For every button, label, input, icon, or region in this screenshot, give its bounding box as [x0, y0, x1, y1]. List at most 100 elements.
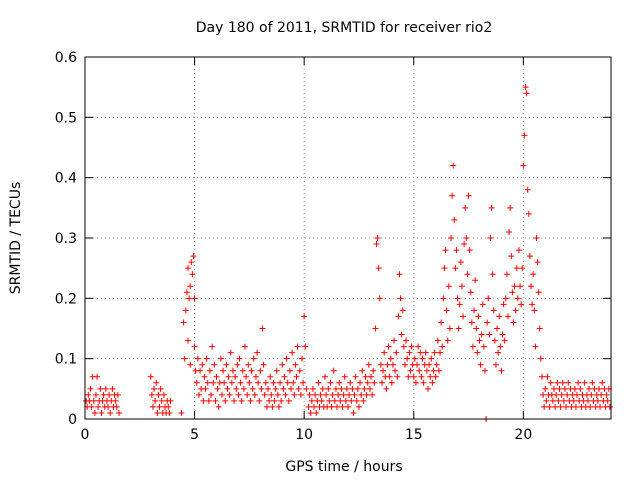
data-point-plus	[245, 361, 252, 368]
x-tick-label: 0	[81, 427, 90, 443]
data-point-plus	[262, 379, 269, 386]
data-point-plus	[460, 313, 467, 320]
data-point-plus	[417, 349, 424, 356]
y-tick-label: 0.5	[55, 110, 77, 126]
data-point-plus	[405, 373, 412, 380]
data-point-plus	[440, 295, 447, 302]
data-point-plus	[148, 391, 155, 398]
data-point-plus	[518, 301, 525, 308]
data-point-plus	[94, 373, 101, 380]
data-point-plus	[208, 391, 215, 398]
data-point-plus	[258, 385, 265, 392]
data-point-plus	[233, 385, 240, 392]
data-point-plus	[255, 379, 262, 386]
data-point-plus	[366, 385, 373, 392]
data-point-plus	[540, 391, 547, 398]
data-point-plus	[254, 349, 261, 356]
data-point-plus	[555, 397, 562, 404]
data-point-plus	[517, 283, 524, 290]
data-point-plus	[398, 331, 405, 338]
data-point-plus	[235, 391, 242, 398]
data-point-plus	[438, 319, 445, 326]
data-point-plus	[416, 367, 423, 374]
data-point-plus	[370, 367, 377, 374]
data-point-plus	[210, 379, 217, 386]
data-point-plus	[339, 403, 346, 410]
data-point-plus	[302, 343, 309, 350]
data-point-plus	[91, 409, 98, 416]
data-point-plus	[285, 397, 292, 404]
data-point-plus	[234, 361, 241, 368]
data-point-plus	[407, 367, 414, 374]
plot-frame	[84, 56, 612, 420]
data-point-plus	[165, 403, 172, 410]
data-point-plus	[155, 391, 162, 398]
data-point-plus	[371, 379, 378, 386]
data-point-plus	[187, 361, 194, 368]
x-tick-label: 15	[405, 427, 423, 443]
data-point-plus	[441, 265, 448, 272]
data-point-plus	[538, 373, 545, 380]
data-point-plus	[209, 343, 216, 350]
data-point-plus	[361, 385, 368, 392]
y-tick-label: 0.3	[55, 231, 77, 247]
data-point-plus	[214, 385, 221, 392]
data-point-plus	[514, 295, 521, 302]
data-point-plus	[588, 391, 595, 398]
data-point-plus	[204, 379, 211, 386]
y-axis-ticks: 0 0.1 0.2 0.3 0.4 0.5 0.6	[55, 50, 611, 428]
data-point-plus	[575, 379, 582, 386]
data-point-plus	[561, 385, 568, 392]
data-point-plus	[151, 385, 158, 392]
data-point-plus	[115, 409, 122, 416]
data-point-plus	[360, 397, 367, 404]
data-point-plus	[95, 403, 102, 410]
data-point-plus	[199, 361, 206, 368]
x-tick-label: 20	[514, 427, 532, 443]
data-point-plus	[534, 259, 541, 266]
data-point-plus	[445, 283, 452, 290]
data-point-plus	[347, 379, 354, 386]
data-point-plus	[432, 373, 439, 380]
data-point-plus	[532, 343, 539, 350]
data-point-plus	[458, 283, 465, 290]
x-axis-label: GPS time / hours	[285, 459, 402, 475]
y-axis-label: SRMTID / TECUs	[8, 182, 24, 295]
data-point-plus	[185, 265, 192, 272]
data-points	[83, 84, 613, 422]
data-point-plus	[502, 295, 509, 302]
data-point-plus	[526, 253, 533, 260]
data-point-plus	[467, 289, 474, 296]
data-point-plus	[225, 373, 232, 380]
data-point-plus	[332, 385, 339, 392]
data-point-plus	[528, 283, 535, 290]
data-point-plus	[488, 204, 495, 211]
data-point-plus	[468, 319, 475, 326]
data-point-plus	[321, 373, 328, 380]
data-point-plus	[403, 337, 410, 344]
data-point-plus	[457, 259, 464, 266]
data-point-plus	[363, 391, 370, 398]
data-point-plus	[365, 361, 372, 368]
data-point-plus	[388, 379, 395, 386]
data-point-plus	[439, 343, 446, 350]
data-point-plus	[399, 307, 406, 314]
data-point-plus	[227, 349, 234, 356]
data-point-plus	[433, 361, 440, 368]
data-point-plus	[599, 379, 606, 386]
data-point-plus	[206, 367, 213, 374]
data-point-plus	[355, 403, 362, 410]
data-point-plus	[256, 397, 263, 404]
data-point-plus	[498, 367, 505, 374]
data-point-plus	[319, 385, 326, 392]
data-point-plus	[261, 391, 268, 398]
data-point-plus	[368, 373, 375, 380]
data-point-plus	[480, 343, 487, 350]
data-point-plus	[454, 295, 461, 302]
data-point-plus	[273, 367, 280, 374]
data-point-plus	[90, 397, 97, 404]
data-point-plus	[107, 409, 114, 416]
data-point-plus	[466, 247, 473, 254]
data-point-plus	[381, 349, 388, 356]
data-point-plus	[352, 373, 359, 380]
